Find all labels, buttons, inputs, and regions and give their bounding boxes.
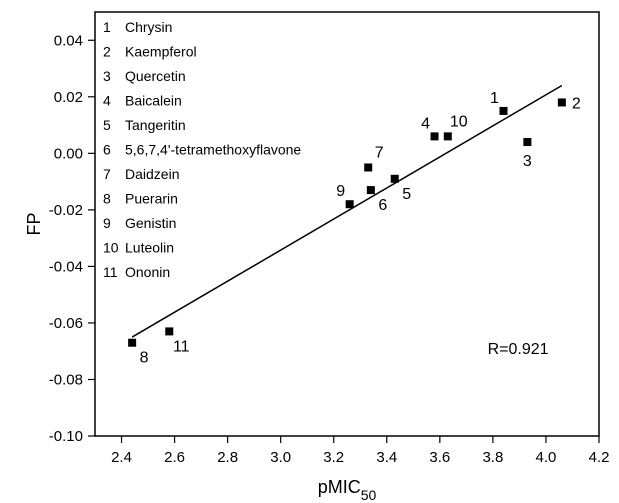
- legend-label: Baicalein: [125, 93, 182, 109]
- legend-number: 5: [103, 117, 111, 133]
- regression-line: [131, 84, 563, 338]
- y-tick-label: 0.00: [54, 145, 83, 162]
- legend-number: 10: [103, 240, 119, 256]
- data-point-label: 2: [572, 95, 581, 112]
- data-point-label: 11: [173, 338, 190, 355]
- legend-label: Genistin: [125, 215, 176, 231]
- legend-number: 1: [103, 19, 111, 35]
- data-point-label: 6: [378, 197, 387, 214]
- data-point-label: 1: [490, 90, 499, 107]
- data-point: [557, 98, 566, 107]
- x-tick-label: 3.4: [376, 449, 397, 466]
- data-point-label: 8: [140, 350, 149, 367]
- legend-label: Daidzein: [125, 166, 179, 182]
- data-point-label: 4: [421, 115, 430, 132]
- legend-number: 8: [103, 191, 111, 207]
- legend-label: 5,6,7,4'-tetramethoxyflavone: [125, 142, 301, 158]
- y-axis: -0.10 -0.08 -0.06 -0.04 -0.02 0.00 0.02 0.04: [49, 32, 95, 445]
- legend-number: 4: [103, 93, 111, 109]
- y-tick-label: -0.06: [49, 315, 83, 332]
- y-tick-label: -0.02: [49, 202, 83, 219]
- data-point: [366, 186, 375, 195]
- data-point: [128, 338, 137, 347]
- data-points: 1 2 3 4 56 7 8 9 10 11: [128, 90, 581, 367]
- x-tick-label: 4.0: [536, 449, 557, 466]
- x-axis: 2.4 2.6 2.8 3.0 3.2 3.4 3.6 3.8 4.0 4.2: [111, 436, 609, 466]
- legend-label: Tangeritin: [125, 117, 186, 133]
- x-tick-label: 3.2: [323, 449, 344, 466]
- legend-label: Kaempferol: [125, 44, 197, 60]
- legend-label: Chrysin: [125, 19, 172, 35]
- plot-frame: [94, 11, 600, 437]
- legend-label: Ononin: [125, 264, 170, 280]
- legend-number: 2: [103, 44, 111, 60]
- x-axis-title: pMIC50: [318, 477, 377, 503]
- r-value-annotation: R=0.921: [488, 341, 549, 358]
- data-point-label: 10: [450, 113, 468, 130]
- x-axis-title-main: pMIC: [318, 477, 361, 497]
- data-point: [443, 132, 452, 141]
- x-tick-label: 2.8: [217, 449, 238, 466]
- legend-label: Quercetin: [125, 68, 186, 84]
- legend-label: Puerarin: [125, 191, 178, 207]
- data-point: [364, 163, 373, 172]
- legend: 1 Chrysin 2 Kaempferol 3 Quercetin 4 Baicalein 5…: [103, 19, 301, 280]
- data-point-label: 7: [375, 144, 384, 161]
- x-tick-label: 3.8: [482, 449, 503, 466]
- y-tick-label: -0.10: [49, 428, 83, 445]
- x-tick-label: 2.4: [111, 449, 132, 466]
- data-point: [499, 106, 508, 115]
- x-tick-label: 3.0: [270, 449, 291, 466]
- x-axis-title-subscript: 50: [361, 487, 377, 503]
- legend-number: 11: [103, 264, 118, 280]
- legend-label: Luteolin: [125, 240, 174, 256]
- data-point: [430, 132, 439, 141]
- legend-number: 7: [103, 166, 111, 182]
- x-tick-label: 2.6: [164, 449, 185, 466]
- x-tick-label: 3.6: [429, 449, 450, 466]
- legend-number: 3: [103, 68, 111, 84]
- y-tick-label: -0.04: [49, 258, 83, 275]
- x-tick-label: 4.2: [589, 449, 610, 466]
- y-tick-label: -0.08: [49, 371, 83, 388]
- legend-number: 6: [103, 142, 111, 158]
- regression-line-group: [131, 84, 563, 338]
- data-point: [345, 200, 354, 209]
- data-point-label: 5: [402, 186, 411, 203]
- y-axis-title: FP: [24, 212, 44, 235]
- data-point-label: 9: [336, 183, 345, 200]
- data-point-label: 3: [523, 153, 532, 170]
- legend-number: 9: [103, 215, 111, 231]
- data-point: [165, 327, 174, 336]
- y-tick-label: 0.04: [54, 32, 83, 49]
- data-point: [523, 138, 532, 147]
- y-tick-label: 0.02: [54, 89, 83, 106]
- data-point: [390, 174, 399, 183]
